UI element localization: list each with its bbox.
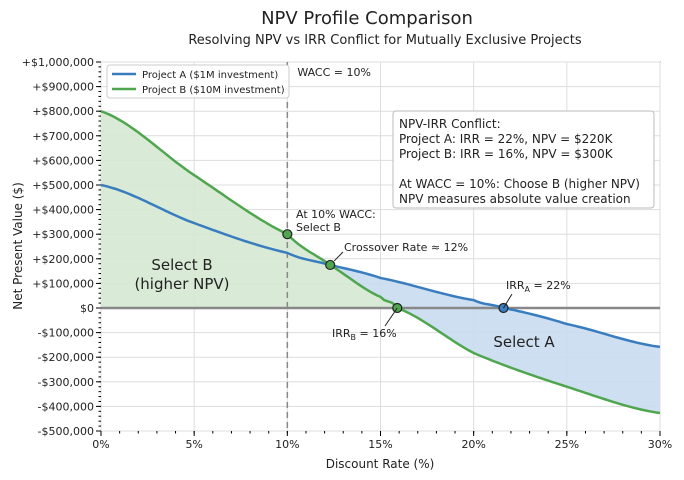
y-axis-label: Net Present Value ($) [11,182,25,309]
region-label: (higher NPV) [134,275,229,293]
x-tick-label: 30% [648,438,672,451]
x-tick-label: 25% [555,438,579,451]
legend [106,64,290,99]
annotation-line: NPV-IRR Conflict: [399,117,501,131]
chart-title: NPV Profile Comparison [261,8,473,29]
leader-line [333,251,344,262]
region-select-b [101,111,398,308]
y-tick-label: -$300,000 [38,376,94,389]
region-label: Select A [493,333,555,351]
annotation-line: At WACC = 10%: Choose B (higher NPV) [399,177,640,191]
point-label: Select B [296,221,341,234]
y-tick-label: +$1,000,000 [22,56,94,69]
leader-line [384,307,398,327]
y-tick-label: +$800,000 [32,105,94,118]
leader-line [503,293,513,309]
y-tick-label: +$400,000 [32,204,94,217]
data-point-marker [282,229,293,240]
annotation-line: Project B: IRR = 16%, NPV = $300K [399,147,614,161]
point-label: Crossover Rate ≈ 12% [344,241,468,254]
region-select-a [330,264,660,414]
y-tick-label: -$500,000 [38,425,94,438]
legend-label: Project A ($1M investment) [142,70,278,81]
y-tick-label: +$300,000 [32,228,94,241]
y-tick-label: +$700,000 [32,130,94,143]
point-label: IRRB = 16% [332,327,397,342]
legend-label: Project B ($10M investment) [142,85,285,96]
x-tick-label: 15% [368,438,392,451]
y-tick-label: +$600,000 [32,154,94,167]
data-point-marker [325,259,336,271]
x-tick-label: 10% [275,438,299,451]
chart-subtitle: Resolving NPV vs IRR Conflict for Mutual… [188,33,582,48]
y-tick-label: -$400,000 [38,400,94,413]
annotation-line: Project A: IRR = 22%, NPV = $220K [399,132,614,146]
x-tick-label: 20% [461,438,485,451]
x-tick-label: 0% [92,438,109,451]
y-tick-label: -$100,000 [38,327,94,340]
y-tick-label: $0 [80,302,94,315]
region-label: Select B [151,256,212,274]
annotation-line: NPV measures absolute value creation [399,192,631,206]
y-tick-label: +$900,000 [32,81,94,94]
series-line-project-b [100,110,661,415]
x-axis-label: Discount Rate (%) [326,457,435,471]
y-tick-label: -$200,000 [38,351,94,364]
annotation-box [392,110,655,209]
y-tick-label: +$100,000 [32,277,94,290]
y-tick-label: +$200,000 [32,253,94,266]
wacc-label: WACC = 10% [297,66,371,79]
point-label: At 10% WACC: [296,208,376,221]
point-label: IRRA = 22% [506,279,571,294]
x-tick-label: 5% [185,438,202,451]
y-tick-label: +$500,000 [32,179,94,192]
series-line-project-a [100,183,661,349]
